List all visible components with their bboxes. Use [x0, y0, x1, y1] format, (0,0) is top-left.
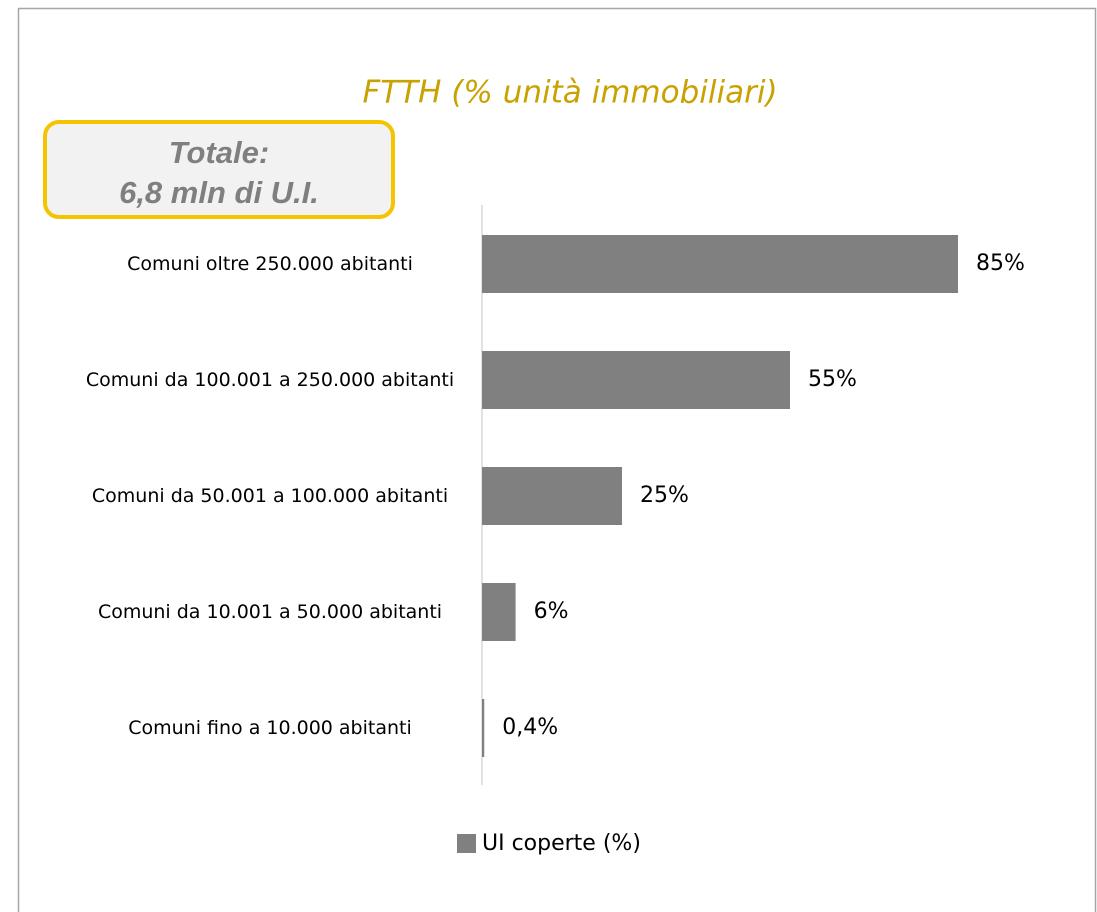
- category-label: Comuni da 10.001 a 50.000 abitanti: [97, 600, 443, 623]
- category-label: Comuni fino a 10.000 abitanti: [128, 716, 412, 739]
- bar: [482, 699, 485, 757]
- value-label: 25%: [640, 483, 689, 508]
- chart-title: FTTH (% unità immobiliari): [362, 75, 777, 111]
- legend-swatch: [457, 834, 476, 853]
- value-label: 6%: [534, 599, 569, 624]
- legend-label: UI coperte (%): [482, 831, 641, 856]
- value-label: 85%: [976, 251, 1025, 276]
- bar: [482, 235, 958, 293]
- bar: [482, 351, 790, 409]
- value-label: 55%: [808, 367, 857, 392]
- annotation: Totale:: [169, 135, 269, 170]
- category-label: Comuni oltre 250.000 abitanti: [127, 252, 413, 275]
- annotation: 6,8 mln di U.I.: [119, 175, 319, 210]
- bar: [482, 583, 516, 641]
- annotation-box: [43, 120, 395, 219]
- category-label: Comuni da 100.001 a 250.000 abitanti: [85, 368, 455, 391]
- category-label: Comuni da 50.001 a 100.000 abitanti: [91, 484, 449, 507]
- bar: [482, 467, 622, 525]
- frame: [17, 7, 1097, 912]
- value-label: 0,4%: [502, 715, 558, 740]
